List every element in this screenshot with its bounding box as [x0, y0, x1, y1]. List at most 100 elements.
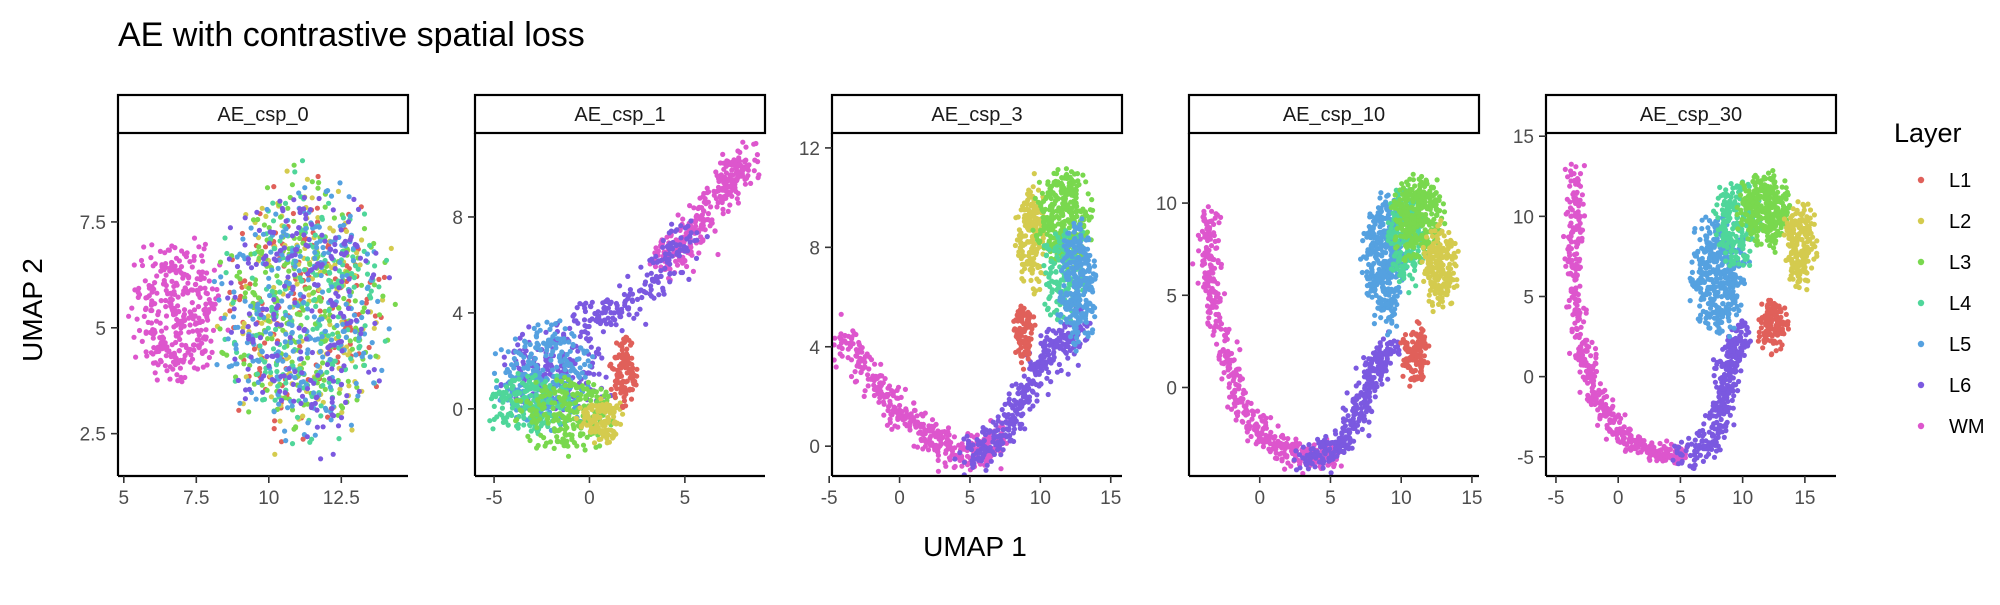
data-point [557, 411, 562, 416]
data-point [291, 382, 296, 387]
data-point [312, 256, 317, 261]
data-point [351, 258, 356, 263]
data-point [1050, 264, 1055, 269]
data-point [1011, 422, 1016, 427]
data-point [135, 317, 140, 322]
data-point [945, 442, 950, 447]
data-point [250, 317, 255, 322]
data-point [1092, 314, 1097, 319]
data-point [226, 336, 231, 341]
data-point [689, 230, 694, 235]
data-point [1023, 326, 1028, 331]
data-point [740, 140, 745, 145]
data-point [365, 309, 370, 314]
data-point [570, 392, 575, 397]
data-point [1074, 314, 1079, 319]
y-tick-label: 5 [95, 319, 106, 340]
data-point [983, 477, 988, 482]
data-point [596, 314, 601, 319]
data-point [301, 206, 306, 211]
data-point [1076, 320, 1081, 325]
data-point [625, 379, 630, 384]
data-point [321, 424, 326, 429]
data-point [267, 241, 272, 246]
cluster-WM [832, 312, 1016, 482]
data-point [623, 299, 628, 304]
data-point [678, 247, 683, 252]
data-point [282, 284, 287, 289]
data-point [305, 420, 310, 425]
data-point [324, 408, 329, 413]
data-point [288, 335, 293, 340]
data-point [243, 215, 248, 220]
data-point [353, 329, 358, 334]
data-point [674, 243, 679, 248]
data-point [373, 354, 378, 359]
data-point [332, 242, 337, 247]
data-point [359, 327, 364, 332]
data-point [573, 400, 578, 405]
data-point [492, 404, 497, 409]
data-point [1009, 417, 1014, 422]
data-point [355, 393, 360, 398]
data-point [504, 384, 509, 389]
data-point [578, 334, 583, 339]
data-point [308, 268, 313, 273]
data-point [334, 323, 339, 328]
data-point [1025, 225, 1030, 230]
data-point [265, 207, 270, 212]
data-point [1064, 172, 1069, 177]
data-point [348, 214, 353, 219]
data-point [755, 152, 760, 157]
data-point [318, 349, 323, 354]
y-tick-label: 8 [809, 238, 820, 259]
data-point [267, 293, 272, 298]
data-point [1032, 171, 1037, 176]
data-point [174, 372, 179, 377]
data-point [266, 284, 271, 289]
data-point [923, 411, 928, 416]
data-point [721, 180, 726, 185]
data-point [176, 360, 181, 365]
data-point [1012, 326, 1017, 331]
data-point [1022, 400, 1027, 405]
data-point [341, 296, 346, 301]
data-point [626, 361, 631, 366]
data-point [1057, 362, 1062, 367]
data-point [196, 316, 201, 321]
data-point [1016, 214, 1021, 219]
data-point [936, 458, 941, 463]
data-point [322, 239, 327, 244]
data-point [534, 333, 539, 338]
data-point [1007, 397, 1012, 402]
data-point [555, 428, 560, 433]
data-point [1050, 215, 1055, 220]
data-point [315, 261, 320, 266]
data-point [1031, 184, 1036, 189]
data-point [266, 318, 271, 323]
data-point [150, 327, 155, 332]
data-point [853, 369, 858, 374]
data-point [261, 232, 266, 237]
data-point [242, 353, 247, 358]
data-point [574, 443, 579, 448]
data-point [182, 312, 187, 317]
data-point [996, 418, 1001, 423]
data-point [237, 401, 242, 406]
data-point [329, 366, 334, 371]
data-point [293, 259, 298, 264]
data-point [320, 289, 325, 294]
data-point [886, 404, 891, 409]
data-point [263, 214, 268, 219]
data-point [1053, 198, 1058, 203]
data-point [846, 347, 851, 352]
data-point [676, 212, 681, 217]
data-point [568, 401, 573, 406]
data-point [273, 212, 278, 217]
data-point [1046, 306, 1051, 311]
data-point [354, 381, 359, 386]
data-point [307, 440, 312, 445]
data-point [597, 415, 602, 420]
data-point [602, 318, 607, 323]
